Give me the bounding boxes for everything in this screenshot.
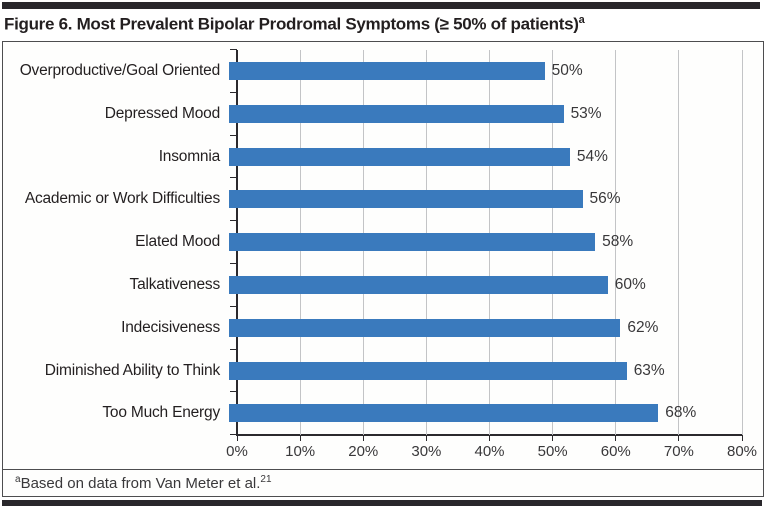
bar-value-label: 53%	[570, 104, 602, 122]
x-tick-label-0%: 0%	[226, 442, 248, 460]
y-tick	[230, 177, 237, 179]
bar-track: 68%	[229, 392, 734, 435]
category-label: Insomnia	[158, 147, 220, 165]
bar-56pct	[229, 190, 583, 209]
bar-row: Diminished Ability to Think 63%	[3, 349, 742, 392]
gridline-60%	[615, 49, 617, 435]
x-tick-label-10%: 10%	[285, 442, 316, 460]
y-tick	[230, 348, 237, 350]
y-tick	[230, 134, 237, 136]
category-label: Talkativeness	[129, 275, 221, 293]
bar-54pct	[229, 147, 570, 166]
y-tick	[230, 305, 237, 307]
bar-row: Depressed Mood 53%	[3, 92, 742, 135]
y-tick	[230, 91, 237, 93]
bar-58pct	[229, 233, 596, 252]
y-tick	[230, 49, 237, 51]
x-tick-40%	[489, 434, 490, 441]
bar-track: 54%	[229, 135, 734, 178]
bar-row: Too Much Energy 68%	[3, 392, 742, 435]
x-tick-0%	[236, 434, 238, 441]
category-label: Elated Mood	[135, 233, 220, 251]
figure-title-text: Figure 6. Most Prevalent Bipolar Prodrom…	[4, 14, 579, 34]
footnote-reference: 21	[260, 473, 272, 485]
x-tick-label-40%: 40%	[474, 442, 505, 460]
bar-row: Talkativeness 60%	[3, 264, 742, 307]
bar-track: 50%	[229, 50, 734, 93]
bar-track: 62%	[229, 306, 734, 349]
bar-row: Elated Mood 58%	[3, 221, 742, 264]
bar-value-label: 62%	[627, 318, 659, 336]
chart-panel: Overproductive/Goal Oriented 50% Depressed…	[2, 40, 764, 470]
bar-track: 53%	[229, 92, 734, 135]
bar-track: 56%	[229, 178, 734, 221]
bar-value-label: 58%	[602, 233, 634, 251]
x-tick-label-80%: 80%	[726, 442, 758, 460]
x-tick-70%	[678, 434, 680, 441]
category-label: Diminished Ability to Think	[44, 361, 220, 379]
x-tick-20%	[362, 434, 364, 441]
category-label: Academic or Work Difficulties	[24, 190, 220, 208]
x-tick-label-30%: 30%	[411, 442, 442, 460]
x-tick-label-20%: 20%	[348, 442, 379, 460]
category-label: Depressed Mood	[104, 104, 220, 122]
x-tick-30%	[425, 434, 427, 441]
bar-value-label: 68%	[665, 404, 697, 422]
bar-row: Academic or Work Difficulties 56%	[3, 178, 742, 221]
footnote-body: Based on data from Van Meter et al.	[20, 474, 261, 492]
footnote-text: aBased on data from Van Meter et al.21	[15, 474, 272, 492]
x-axis-labels: 0% 10% 20% 30% 40% 50% 60% 70% 80%	[226, 442, 757, 463]
x-tick-label-70%: 70%	[663, 442, 694, 460]
x-tick-50%	[552, 434, 554, 441]
bar-50pct	[229, 62, 545, 81]
bar-value-label: 60%	[614, 275, 646, 293]
gridline-70%	[678, 49, 680, 435]
bar-62pct	[229, 318, 621, 337]
footnote-marker: a	[15, 473, 21, 485]
y-tick	[230, 220, 237, 222]
gridline-80%	[741, 49, 743, 435]
figure-title: Figure 6. Most Prevalent Bipolar Prodrom…	[4, 14, 764, 35]
bar-track: 63%	[229, 349, 734, 392]
bar-rows: Overproductive/Goal Oriented 50% Depressed…	[3, 50, 742, 435]
bar-value-label: 63%	[633, 361, 665, 379]
footnote: aBased on data from Van Meter et al.21	[2, 468, 764, 497]
bar-row: Overproductive/Goal Oriented 50%	[3, 50, 742, 93]
figure-title-superscript: a	[578, 14, 585, 26]
y-tick	[230, 391, 237, 393]
x-tick-label-60%: 60%	[600, 442, 631, 460]
category-label: Indecisiveness	[121, 318, 220, 336]
x-tick-80%	[741, 434, 743, 441]
category-label: Too Much Energy	[102, 404, 220, 422]
bar-53pct	[229, 104, 564, 123]
category-label: Overproductive/Goal Oriented	[19, 62, 221, 80]
bar-row: Indecisiveness 62%	[3, 306, 742, 349]
bar-68pct	[229, 404, 659, 423]
y-tick	[230, 263, 237, 265]
bar-value-label: 56%	[589, 190, 621, 208]
top-accent-bar	[2, 2, 760, 9]
x-tick-label-50%: 50%	[537, 442, 568, 460]
bar-value-label: 50%	[551, 62, 583, 80]
bottom-accent-bar	[2, 500, 762, 506]
bar-row: Insomnia 54%	[3, 135, 742, 178]
bar-value-label: 54%	[576, 147, 608, 165]
bar-track: 60%	[229, 264, 734, 307]
x-tick-10%	[299, 434, 301, 441]
bar-63pct	[229, 361, 627, 380]
y-tick	[230, 434, 237, 436]
bar-60pct	[229, 275, 608, 294]
bar-track: 58%	[229, 221, 734, 264]
x-tick-60%	[615, 434, 617, 441]
